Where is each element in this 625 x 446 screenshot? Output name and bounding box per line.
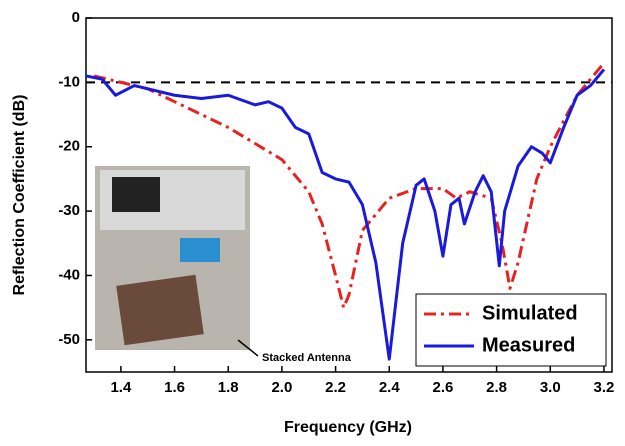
x-tick-label: 3.0 (540, 379, 561, 396)
x-tick-label: 2.6 (432, 379, 453, 396)
y-tick-label: -40 (58, 266, 80, 283)
x-axis-label: Frequency (GHz) (284, 419, 412, 436)
legend-label: Simulated (482, 302, 578, 324)
plot-frame (85, 17, 613, 373)
x-tick-label: 2.0 (271, 379, 292, 396)
annotation: Stacked Antenna (262, 352, 352, 364)
inset-photo (95, 166, 259, 357)
legend-box (415, 293, 607, 367)
x-tick-label: 1.6 (164, 379, 185, 396)
x-tick-label: 1.4 (110, 379, 132, 396)
y-tick-label: -20 (58, 138, 80, 155)
antenna (116, 274, 204, 346)
y-axis-label: Reflection Coefficient (dB) (11, 95, 28, 296)
x-tick-label: 2.2 (325, 379, 346, 396)
y-tick-label: -50 (58, 331, 80, 348)
x-tick-label: 2.4 (379, 379, 401, 396)
y-tick-label: -30 (58, 202, 80, 219)
analyzer-screen (112, 177, 160, 212)
x-tick-label: 2.8 (486, 379, 507, 396)
x-tick-label: 1.8 (218, 379, 239, 396)
arrow (237, 339, 259, 357)
legend-label: Measured (482, 334, 575, 356)
y-tick-label: 0 (72, 9, 80, 26)
box (180, 238, 220, 262)
series-line (93, 62, 606, 310)
x-tick-label: 3.2 (594, 379, 615, 396)
series-line (85, 68, 606, 361)
y-tick-label: -10 (58, 73, 80, 90)
